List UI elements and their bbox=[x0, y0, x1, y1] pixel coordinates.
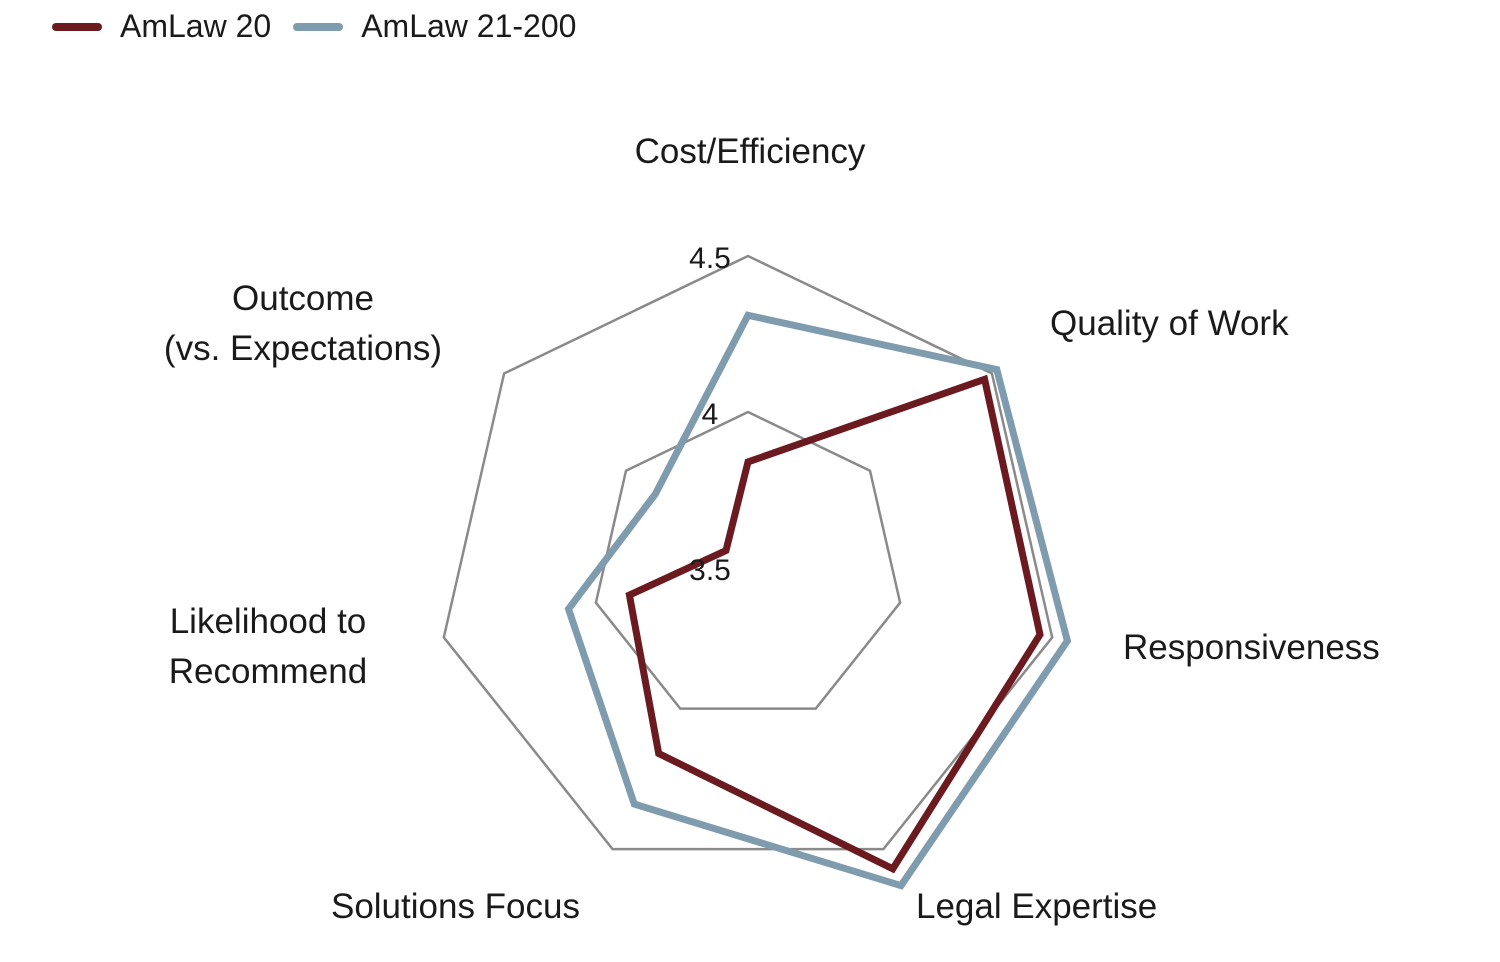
scale-tick-label-0: 3.5 bbox=[689, 554, 731, 587]
series-line-1 bbox=[564, 311, 1072, 890]
category-label-2: Responsiveness bbox=[1123, 628, 1380, 667]
scale-tick-label-2: 4.5 bbox=[689, 242, 731, 275]
category-label-6: Outcome (vs. Expectations) bbox=[164, 279, 442, 368]
legend-swatch-amlaw-20 bbox=[52, 22, 102, 31]
category-label-4-line-0: Solutions Focus bbox=[331, 887, 580, 926]
legend-label-amlaw-21-200: AmLaw 21-200 bbox=[361, 8, 577, 44]
category-label-5-line-1: Recommend bbox=[169, 652, 367, 691]
category-label-1: Quality of Work bbox=[1050, 304, 1289, 343]
category-label-5-line-0: Likelihood to bbox=[170, 602, 367, 641]
category-label-6-line-1: (vs. Expectations) bbox=[164, 329, 442, 368]
legend: AmLaw 20 AmLaw 21-200 bbox=[52, 8, 598, 45]
legend-item-amlaw-20: AmLaw 20 bbox=[52, 8, 271, 45]
category-label-2-line-0: Responsiveness bbox=[1123, 628, 1380, 667]
legend-swatch-amlaw-21-200 bbox=[293, 22, 344, 31]
scale-tick-label-1: 4 bbox=[702, 398, 719, 431]
category-label-0: Cost/Efficiency bbox=[635, 132, 866, 171]
category-label-0-line-0: Cost/Efficiency bbox=[635, 132, 866, 171]
grid-ring-2 bbox=[442, 254, 1054, 851]
category-label-1-line-0: Quality of Work bbox=[1050, 304, 1289, 343]
category-label-5: Likelihood to Recommend bbox=[169, 602, 367, 691]
category-label-3: Legal Expertise bbox=[916, 887, 1157, 926]
category-label-6-line-0: Outcome bbox=[232, 279, 374, 318]
category-label-3-line-0: Legal Expertise bbox=[916, 887, 1157, 926]
series-line-0 bbox=[625, 374, 1044, 874]
grid-ring-1 bbox=[594, 410, 902, 710]
legend-item-amlaw-21-200: AmLaw 21-200 bbox=[293, 8, 576, 45]
category-label-4: Solutions Focus bbox=[331, 887, 580, 926]
legend-label-amlaw-20: AmLaw 20 bbox=[120, 8, 272, 44]
